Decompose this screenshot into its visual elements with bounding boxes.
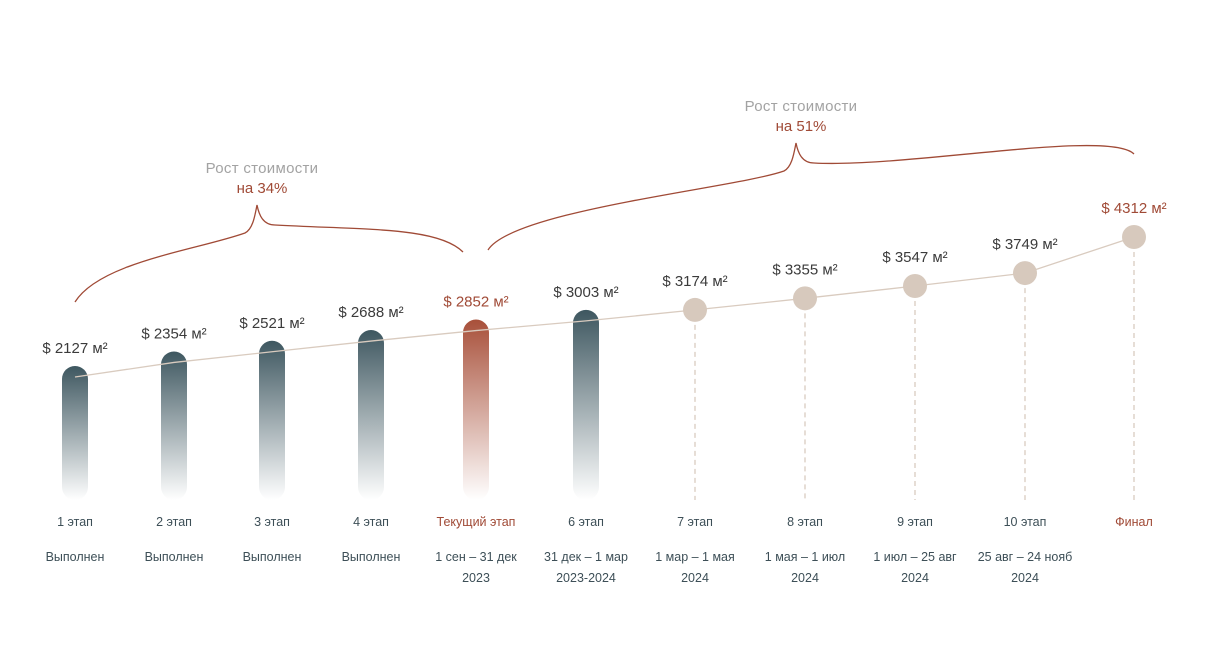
stage-status: 25 авг – 24 нояб xyxy=(978,550,1073,564)
future-point-7 xyxy=(683,297,707,322)
future-point-10 xyxy=(1013,261,1037,286)
growth-bracket xyxy=(74,204,464,303)
stage-label: 1 этап xyxy=(57,515,93,529)
price-label: $ 2688 м² xyxy=(338,304,403,321)
growth-value: на 34% xyxy=(237,180,288,197)
price-label: $ 2127 м² xyxy=(42,340,107,357)
growth-title: Рост стоимости xyxy=(206,160,319,177)
stage-status: Выполнен xyxy=(46,550,105,564)
stage-status: 2024 xyxy=(901,571,929,585)
price-label: $ 2852 м² xyxy=(443,294,508,311)
price-label: $ 3003 м² xyxy=(553,284,618,301)
stage-status: 2023-2024 xyxy=(556,571,616,585)
stage-label: 4 этап xyxy=(353,515,389,529)
stage-status: 1 июл – 25 авг xyxy=(873,550,957,564)
stage-status: 1 сен – 31 дек xyxy=(435,550,517,564)
stage-bar-4 xyxy=(358,330,384,500)
price-line xyxy=(74,236,1135,378)
stage-status: 31 дек – 1 мар xyxy=(544,550,628,564)
stage-status: 1 мая – 1 июл xyxy=(765,550,845,564)
growth-title: Рост стоимости xyxy=(745,98,858,115)
price-label: $ 3749 м² xyxy=(992,236,1057,253)
stage-status: 2023 xyxy=(462,571,490,585)
stage-status: Выполнен xyxy=(145,550,204,564)
stage-status: 2024 xyxy=(1011,571,1039,585)
stage-status: 2024 xyxy=(791,571,819,585)
growth-value: на 51% xyxy=(776,118,827,135)
stage-bar-6 xyxy=(573,309,599,500)
stage-label: 6 этап xyxy=(568,515,604,529)
stage-bar-2 xyxy=(161,351,187,500)
stage-label: 2 этап xyxy=(156,515,192,529)
stage-label: 8 этап xyxy=(787,515,823,529)
price-label: $ 3547 м² xyxy=(882,249,947,266)
final-point xyxy=(1122,225,1146,249)
growth-bracket xyxy=(487,142,1135,251)
stage-label: Финал xyxy=(1115,515,1153,529)
stage-status: Выполнен xyxy=(243,550,302,564)
price-label: $ 4312 м² xyxy=(1101,200,1166,217)
stage-label: Текущий этап xyxy=(437,515,516,529)
price-label: $ 3355 м² xyxy=(772,261,837,278)
price-label: $ 2521 м² xyxy=(239,315,304,332)
stage-label: 3 этап xyxy=(254,515,290,529)
stage-status: 1 мар – 1 мая xyxy=(655,550,735,564)
stage-bar-3 xyxy=(259,340,285,500)
current-stage-bar xyxy=(463,319,489,500)
price-label: $ 2354 м² xyxy=(141,325,206,342)
stage-label: 7 этап xyxy=(677,515,713,529)
future-point-9 xyxy=(903,274,927,299)
stage-status: 2024 xyxy=(681,571,709,585)
stage-label: 9 этап xyxy=(897,515,933,529)
future-point-8 xyxy=(793,286,817,311)
stage-label: 10 этап xyxy=(1004,515,1047,529)
stage-bar-1 xyxy=(62,366,88,500)
price-label: $ 3174 м² xyxy=(662,273,727,290)
stage-status: Выполнен xyxy=(342,550,401,564)
